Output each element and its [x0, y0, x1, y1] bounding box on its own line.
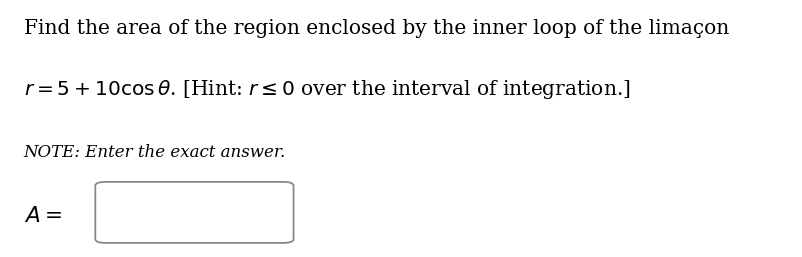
Text: Find the area of the region enclosed by the inner loop of the limaçon: Find the area of the region enclosed by … [23, 19, 729, 38]
Text: $A =$: $A =$ [23, 205, 62, 227]
Text: NOTE: Enter the exact answer.: NOTE: Enter the exact answer. [23, 144, 286, 161]
FancyBboxPatch shape [95, 182, 294, 243]
Text: $r = 5 + 10\cos\theta$. [Hint: $r \leq 0$ over the interval of integration.]: $r = 5 + 10\cos\theta$. [Hint: $r \leq 0… [23, 78, 630, 101]
